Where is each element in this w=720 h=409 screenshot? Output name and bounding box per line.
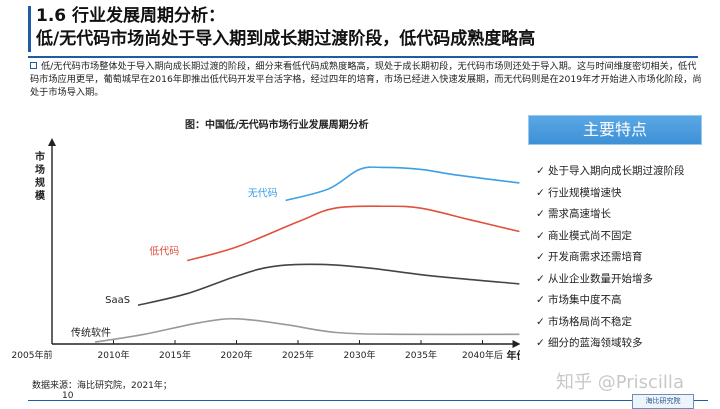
check-icon: ✓ — [536, 315, 545, 328]
series-label: 无代码 — [248, 187, 278, 199]
series-line-3 — [94, 317, 520, 343]
feature-text: 处于导入期向成长期过渡阶段 — [548, 165, 685, 177]
x-tick-label: 2030年 — [344, 349, 376, 361]
feature-text: 从业企业数量开始增多 — [548, 272, 653, 285]
footer-divider — [28, 400, 708, 401]
x-tick-label: 2010年 — [98, 349, 130, 361]
check-icon: ✓ — [536, 294, 545, 306]
series-label: SaaS — [105, 295, 130, 306]
feature-item: ✓ 从业企业数量开始增多 — [536, 271, 653, 286]
x-tick-label: 2005年前 — [12, 349, 53, 361]
x-axis-label: 年份 — [507, 349, 521, 362]
feature-item: ✓ 市场集中度不高 — [536, 292, 622, 307]
check-icon: ✓ — [536, 186, 545, 199]
series-line-0 — [285, 166, 520, 202]
feature-item: ✓ 细分的蓝海领域较多 — [536, 335, 643, 350]
feature-text: 细分的蓝海领域较多 — [548, 337, 643, 349]
title-line-2: 低/无代码市场尚处于导入期到成长期过渡阶段，低代码成熟度略高 — [36, 29, 536, 49]
y-axis-arrow-icon — [48, 138, 56, 146]
feature-text: 市场格局尚不稳定 — [548, 315, 632, 328]
page-title: 1.6 行业发展周期分析： 低/无代码市场尚处于导入期到成长期过渡阶段，低代码成… — [36, 5, 535, 51]
feature-item: ✓ 开发商需求还需培育 — [536, 249, 643, 264]
series-label: 传统软件 — [71, 326, 111, 339]
x-tick-label: 2020年 — [221, 349, 253, 361]
series-line-1 — [187, 205, 520, 262]
intro-paragraph: 低/无代码市场整体处于导入期向成长期过渡的阶段，细分来看低代码成熟度略高，现处于… — [30, 60, 702, 99]
feature-text: 需求高速增长 — [548, 208, 611, 220]
check-icon: ✓ — [536, 229, 545, 242]
feature-text: 开发商需求还需培育 — [548, 251, 643, 263]
features-panel: ✓ 处于导入期向成长期过渡阶段 ✓ 行业规模增速快 ✓ 需求高速增长 ✓ 商业模式尚不固定 ✓ 开… — [528, 145, 702, 349]
features-header: 主要特点 — [528, 115, 702, 145]
check-icon: ✓ — [536, 251, 545, 263]
feature-item: ✓ 处于导入期向成长期过渡阶段 — [536, 163, 685, 178]
check-icon: ✓ — [536, 337, 545, 349]
check-icon: ✓ — [536, 165, 545, 177]
feature-item: ✓ 商业模式尚不固定 — [536, 228, 632, 243]
check-icon: ✓ — [536, 208, 545, 220]
square-bullet-icon — [30, 62, 37, 69]
x-tick-label: 2040年后 — [462, 349, 503, 361]
feature-text: 市场集中度不高 — [548, 294, 622, 306]
feature-item: ✓ 市场格局尚不稳定 — [536, 314, 632, 329]
page-number: 10 — [62, 391, 74, 401]
chart-title: 图：中国低/无代码市场行业发展周期分析 — [185, 120, 369, 131]
x-tick-label: 2015年 — [159, 349, 191, 361]
intro-text: 低/无代码市场整体处于导入期向成长期过渡的阶段，细分来看低代码成熟度略高，现处于… — [30, 61, 702, 98]
feature-text: 行业规模增速快 — [548, 186, 622, 199]
title-line-1: 1.6 行业发展周期分析： — [36, 6, 226, 26]
x-axis-arrow-icon — [512, 340, 520, 348]
feature-item: ✓ 需求高速增长 — [536, 206, 611, 221]
series-label: 低代码 — [149, 245, 179, 258]
series-line-2 — [137, 263, 520, 306]
check-icon: ✓ — [536, 272, 545, 285]
feature-item: ✓ 行业规模增速快 — [536, 185, 622, 200]
y-axis-label: 市场规模 — [35, 150, 46, 202]
title-accent-bar — [28, 6, 31, 52]
x-tick-label: 2035年 — [405, 349, 437, 361]
feature-text: 商业模式尚不固定 — [548, 229, 632, 242]
x-tick-label: 2025年 — [282, 349, 314, 361]
data-source: 数据来源：海比研究院，2021年； — [32, 381, 172, 391]
watermark: 知乎 @Priscilla — [556, 372, 684, 393]
lifecycle-chart: 市场规模 2005年前 2010年 2015年 2020年 2025年 2030年 2035年… — [12, 138, 521, 362]
title-divider — [28, 56, 698, 58]
